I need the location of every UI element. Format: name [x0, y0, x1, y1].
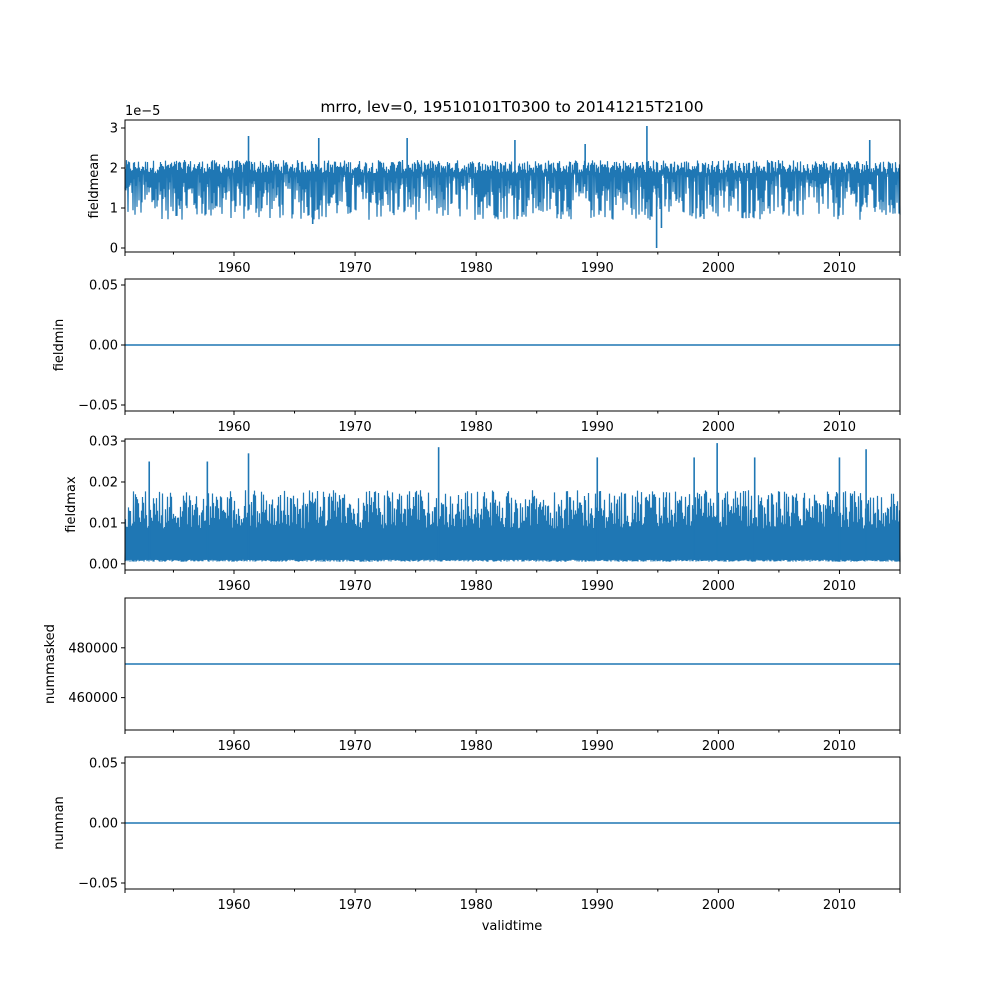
fieldmean-series-line — [124, 159, 901, 220]
nummasked-xtick-label-4: 2000 — [702, 739, 735, 754]
fieldmin-xtick-label-0: 1960 — [217, 420, 250, 435]
fieldmin-ylabel: fieldmin — [52, 319, 67, 372]
panel-nummasked: 460000 480000 1960 1970 1980 1990 2000 2010 numm… — [43, 597, 901, 754]
panel-fieldmean: 0 1 2 3 1e−5 1960 1970 1980 1990 2000 2010 fieldmea… — [87, 104, 901, 276]
fieldmax-ytick-label-0: 0.00 — [89, 557, 118, 572]
fieldmean-offset-text: 1e−5 — [125, 104, 160, 119]
fieldmax-ytick-label-3: 0.03 — [89, 435, 118, 450]
numnan-xtick-label-5: 2010 — [823, 898, 856, 913]
numnan-ylabel: numnan — [52, 796, 67, 850]
numnan-xtick-label-2: 1980 — [460, 898, 493, 913]
nummasked-xtick-label-5: 2010 — [823, 739, 856, 754]
fieldmean-xtick-label-1: 1970 — [339, 261, 372, 276]
numnan-ytick-label-1: 0.00 — [89, 817, 118, 832]
numnan-xtick-label-4: 2000 — [702, 898, 735, 913]
fieldmax-xtick-label-5: 2010 — [823, 579, 856, 594]
fieldmin-xtick-label-2: 1980 — [460, 420, 493, 435]
fieldmin-xtick-label-1: 1970 — [339, 420, 372, 435]
fieldmean-ytick-label-2: 2 — [110, 162, 118, 177]
numnan-xtick-label-1: 1970 — [339, 898, 372, 913]
numnan-ytick-label-2: 0.05 — [89, 757, 118, 772]
fieldmin-xtick-label-3: 1990 — [581, 420, 614, 435]
fieldmin-ytick-label-2: 0.05 — [89, 279, 118, 294]
fieldmean-xtick-label-2: 1980 — [460, 261, 493, 276]
nummasked-xtick-label-3: 1990 — [581, 739, 614, 754]
panels: 0 1 2 3 1e−5 1960 1970 1980 1990 2000 2010 fieldmea… — [43, 104, 901, 913]
nummasked-ytick-label-1: 480000 — [68, 641, 118, 656]
panel-numnan: −0.05 0.00 0.05 1960 1970 1980 1990 2000 2010 num… — [52, 756, 901, 913]
fieldmean-xtick-label-0: 1960 — [217, 261, 250, 276]
fieldmax-ylabel: fieldmax — [64, 476, 79, 533]
panel-fieldmin: −0.05 0.00 0.05 1960 1970 1980 1990 2000 2010 fie… — [52, 278, 901, 435]
nummasked-axes-frame — [124, 597, 901, 731]
nummasked-xtick-label-0: 1960 — [217, 739, 250, 754]
fieldmean-ytick-label-3: 3 — [110, 122, 118, 137]
chart-title: mrro, lev=0, 19510101T0300 to 20141215T2… — [320, 98, 703, 116]
nummasked-ytick-label-0: 460000 — [68, 691, 118, 706]
fieldmax-xtick-label-0: 1960 — [217, 579, 250, 594]
fieldmax-ytick-label-1: 0.01 — [89, 516, 118, 531]
fieldmin-ytick-label-0: −0.05 — [78, 399, 118, 414]
fieldmean-axes-frame — [124, 119, 901, 253]
fieldmax-ytick-label-2: 0.02 — [89, 475, 118, 490]
fieldmax-axes-frame — [124, 438, 901, 571]
fieldmax-xtick-label-1: 1970 — [339, 579, 372, 594]
fieldmax-xtick-label-4: 2000 — [702, 579, 735, 594]
fieldmean-xtick-label-5: 2010 — [823, 261, 856, 276]
fieldmax-xtick-label-3: 1990 — [581, 579, 614, 594]
fieldmean-ytick-label-1: 1 — [110, 202, 118, 217]
numnan-xtick-label-0: 1960 — [217, 898, 250, 913]
fieldmin-xtick-label-4: 2000 — [702, 420, 735, 435]
panel-fieldmax: 0.00 0.01 0.02 0.03 1960 1970 1980 1990 2000 2010… — [64, 435, 901, 594]
numnan-xtick-label-3: 1990 — [581, 898, 614, 913]
fieldmax-xtick-label-2: 1980 — [460, 579, 493, 594]
fieldmax-series-line — [124, 490, 901, 562]
nummasked-ylabel: nummasked — [43, 624, 58, 704]
fieldmean-xtick-label-4: 2000 — [702, 261, 735, 276]
numnan-ytick-label-0: −0.05 — [78, 877, 118, 892]
nummasked-xtick-label-2: 1980 — [460, 739, 493, 754]
x-axis-label: validtime — [482, 919, 543, 934]
fieldmean-ylabel: fieldmean — [87, 154, 102, 219]
fieldmean-xtick-label-3: 1990 — [581, 261, 614, 276]
fieldmin-ytick-label-1: 0.00 — [89, 339, 118, 354]
fieldmean-ytick-label-0: 0 — [110, 242, 118, 257]
fieldmin-xtick-label-5: 2010 — [823, 420, 856, 435]
nummasked-xtick-label-1: 1970 — [339, 739, 372, 754]
